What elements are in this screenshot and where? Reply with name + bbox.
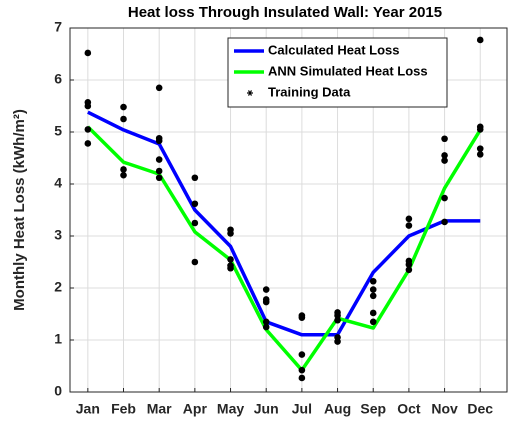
training-point	[369, 292, 377, 300]
training-point	[262, 318, 270, 326]
legend-label: ANN Simulated Heat Loss	[268, 63, 428, 78]
training-point	[155, 84, 163, 92]
x-tick-label: Nov	[431, 401, 458, 417]
x-tick-label: Jan	[76, 401, 100, 417]
training-point	[84, 126, 92, 133]
x-tick-label: Jun	[254, 401, 279, 417]
training-point	[334, 338, 341, 345]
series-line	[87, 110, 481, 337]
training-point	[262, 298, 270, 306]
y-tick-label: 0	[54, 383, 62, 399]
x-tick-label: Oct	[397, 401, 421, 417]
training-point	[262, 286, 270, 293]
training-point	[120, 171, 127, 179]
y-axis-label: Monthly Heat Loss (kWh/m²)	[11, 109, 28, 311]
training-point	[476, 126, 484, 133]
training-point	[227, 230, 234, 237]
y-tick-label: 4	[54, 175, 62, 191]
training-point	[441, 152, 448, 159]
training-point	[120, 166, 127, 173]
training-point	[476, 36, 484, 44]
training-point	[191, 219, 199, 227]
training-point	[84, 49, 92, 57]
training-point	[369, 318, 377, 326]
training-point	[334, 312, 341, 319]
training-point	[155, 156, 163, 163]
training-point	[441, 218, 448, 226]
training-point	[298, 351, 306, 358]
training-point	[191, 258, 199, 266]
training-point	[155, 174, 163, 182]
y-tick-label: 6	[54, 71, 62, 87]
training-point	[441, 157, 448, 164]
training-point	[191, 174, 199, 182]
legend-marker	[247, 90, 253, 96]
x-tick-label: Mar	[147, 401, 172, 417]
training-point	[369, 309, 377, 317]
training-point	[405, 261, 413, 268]
legend-label: Training Data	[268, 84, 351, 99]
training-point	[155, 167, 163, 175]
training-point	[298, 374, 306, 382]
training-point	[334, 316, 341, 324]
training-point	[191, 200, 199, 208]
training-point	[298, 314, 306, 321]
training-point	[298, 366, 306, 374]
x-tick-label: Aug	[324, 401, 351, 417]
training-point	[84, 140, 92, 147]
chart-title: Heat loss Through Insulated Wall: Year 2…	[128, 4, 442, 21]
training-point	[476, 151, 484, 158]
training-point	[441, 135, 448, 143]
series-line	[86, 125, 482, 372]
training-point	[405, 222, 413, 229]
training-point	[405, 266, 413, 274]
y-tick-label: 2	[54, 279, 62, 295]
training-point	[155, 137, 163, 145]
training-point	[441, 194, 448, 202]
training-point	[120, 103, 127, 111]
training-point	[369, 277, 377, 285]
training-point	[262, 323, 270, 331]
training-point	[120, 115, 127, 123]
y-tick-label: 7	[54, 19, 62, 35]
y-tick-label: 3	[54, 227, 62, 243]
training-point	[227, 264, 234, 272]
training-point	[369, 286, 377, 293]
training-point	[405, 215, 413, 223]
training-point	[476, 145, 484, 152]
x-tick-label: Jul	[292, 401, 312, 417]
legend-box	[227, 37, 448, 108]
legend-label: Calculated Heat Loss	[268, 42, 400, 57]
x-tick-label: Feb	[111, 401, 136, 417]
x-tick-label: Apr	[183, 401, 208, 417]
training-point	[84, 102, 92, 110]
x-tick-label: Sep	[360, 401, 386, 417]
plot-frame	[69, 27, 508, 393]
y-tick-label: 1	[54, 331, 62, 347]
y-tick-label: 5	[54, 123, 62, 139]
x-tick-label: May	[217, 401, 244, 417]
x-tick-label: Dec	[467, 401, 493, 417]
training-point	[227, 256, 234, 263]
